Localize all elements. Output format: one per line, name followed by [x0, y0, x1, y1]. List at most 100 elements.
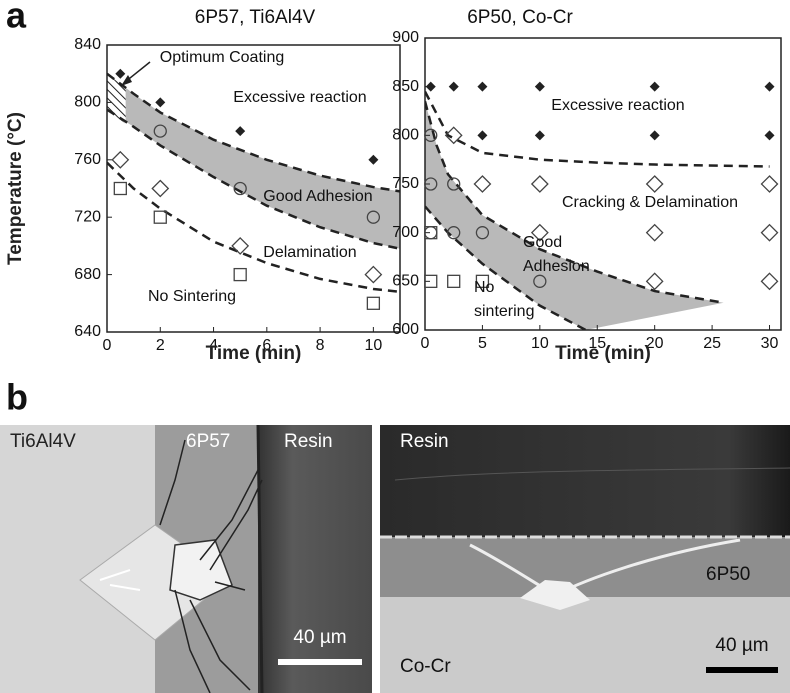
data-point	[534, 130, 545, 141]
data-point	[649, 81, 660, 92]
hatched-region	[107, 73, 126, 124]
x-tick-label: 10	[531, 335, 549, 352]
y-axis-label: Temperature (°C)	[5, 112, 26, 265]
data-point	[477, 130, 488, 141]
data-point	[533, 274, 547, 288]
x-tick-label: 15	[588, 335, 606, 352]
micrograph: Ti6Al4V 6P57 Resin 40 µm	[0, 424, 372, 693]
data-point	[530, 175, 549, 193]
x-tick-label: 25	[703, 335, 721, 352]
data-point	[153, 210, 167, 224]
data-point	[477, 81, 488, 92]
y-tick-label: 850	[392, 78, 419, 95]
data-point	[366, 296, 381, 310]
data-point	[760, 272, 779, 291]
data-point	[760, 175, 779, 193]
x-tick-label: 20	[646, 335, 664, 352]
data-point	[111, 150, 130, 169]
annotation: Delamination	[263, 244, 356, 261]
y-tick-label: 750	[392, 175, 419, 192]
micrograph-label: Resin	[400, 431, 449, 452]
data-point	[447, 177, 461, 191]
y-tick-label: 900	[392, 29, 419, 46]
plot	[107, 72, 400, 294]
data-point	[235, 126, 246, 137]
boundary-curve	[425, 90, 770, 168]
boundary-curve	[107, 161, 400, 294]
y-tick-label: 760	[74, 151, 101, 168]
data-point	[444, 126, 463, 145]
annotation: Good	[523, 234, 562, 251]
x-tick-label: 0	[421, 335, 430, 352]
data-point	[645, 272, 664, 291]
boundary-curve	[107, 72, 400, 193]
data-point	[645, 175, 664, 193]
data-point	[424, 274, 438, 288]
panel-label: b	[6, 377, 28, 418]
data-point	[447, 226, 461, 240]
data-point	[364, 265, 383, 284]
data-point	[645, 223, 664, 242]
plot	[425, 90, 770, 330]
x-tick-label: 2	[156, 337, 165, 354]
data-point	[764, 81, 775, 92]
boundary-curve	[425, 100, 724, 304]
chart-title: 6P50, Co-Cr	[467, 7, 573, 28]
shaded-band	[107, 73, 400, 249]
y-tick-label: 840	[74, 36, 101, 53]
y-tick-label: 680	[74, 266, 101, 283]
annotation: Good Adhesion	[263, 188, 372, 205]
annotation: Excessive reaction	[233, 89, 366, 106]
data-point	[115, 68, 126, 79]
data-point	[368, 154, 379, 165]
data-point	[534, 81, 545, 92]
boundary-curve	[425, 205, 587, 330]
data-point	[475, 274, 490, 288]
annotation-arrowhead	[121, 75, 132, 86]
data-point	[425, 81, 436, 92]
x-tick-label: 10	[364, 337, 382, 354]
data-point	[231, 236, 250, 255]
data-point	[760, 223, 779, 242]
y-tick-label: 600	[392, 321, 419, 338]
data-point	[649, 130, 660, 141]
y-tick-label: 640	[74, 323, 101, 340]
data-point	[366, 210, 381, 224]
annotation: No Sintering	[148, 288, 236, 305]
y-tick-label: 800	[74, 94, 101, 111]
y-tick-label: 650	[392, 273, 419, 290]
micrograph-label: 6P50	[706, 564, 750, 585]
micrograph-label: Ti6Al4V	[10, 431, 76, 452]
x-axis-label: Time (min)	[206, 343, 302, 364]
data-point	[447, 274, 461, 288]
annotation: Optimum Coating	[160, 49, 285, 66]
data-point	[424, 128, 438, 142]
annotation: Adhesion	[523, 258, 590, 275]
micrograph-label: 6P57	[186, 431, 230, 452]
y-tick-label: 700	[392, 224, 419, 241]
data-point	[475, 226, 490, 240]
plot-frame	[106, 44, 401, 333]
x-tick-label: 4	[209, 337, 218, 354]
micrograph-label: Co-Cr	[400, 656, 451, 677]
boundary-curve	[107, 108, 400, 250]
x-tick-label: 30	[761, 335, 779, 352]
data-point	[155, 97, 166, 108]
data-point	[233, 267, 247, 282]
data-point	[153, 124, 167, 138]
data-point	[113, 181, 127, 196]
scale-bar-label: 40 µm	[293, 627, 346, 648]
micrograph: Resin 6P50 Co-Cr 40 µm	[380, 425, 790, 693]
x-tick-label: 5	[478, 335, 487, 352]
annotation: sintering	[474, 303, 534, 320]
panel-label: a	[6, 0, 27, 36]
data-point	[424, 226, 438, 240]
data-point	[530, 223, 549, 242]
data-point	[424, 177, 438, 191]
x-axis-label: Time (min)	[555, 343, 651, 364]
data-point	[448, 81, 459, 92]
y-tick-label: 720	[74, 208, 101, 225]
scale-bar-label: 40 µm	[715, 635, 768, 656]
chart-title: 6P57, Ti6Al4V	[195, 7, 316, 28]
